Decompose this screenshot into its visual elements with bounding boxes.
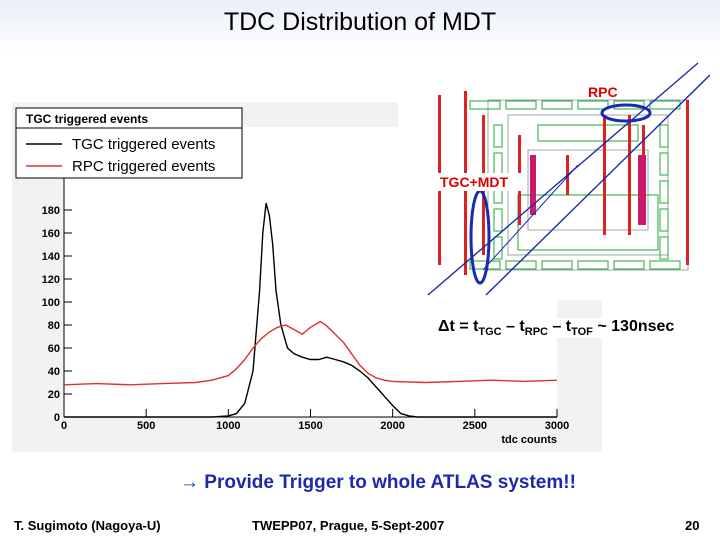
y-tick-label: 20 — [48, 389, 60, 401]
green-chamber — [493, 124, 503, 148]
green-chamber — [659, 236, 669, 260]
green-chamber — [659, 180, 669, 204]
x-axis-label: tdc counts — [501, 434, 557, 446]
y-tick-label: 60 — [48, 343, 60, 355]
muon-track — [485, 74, 710, 296]
delta-t-formula: Δt = tTGC – tRPC – tTOF ~ 130nsec — [438, 318, 675, 339]
green-chamber — [577, 260, 609, 270]
magenta-endcap — [530, 155, 536, 215]
y-tick-label: 80 — [48, 320, 60, 332]
formula-mid1: – t — [501, 318, 525, 335]
x-tick-label: 2000 — [380, 420, 404, 432]
green-chamber — [469, 100, 501, 110]
rpc-highlight-ellipse — [600, 103, 652, 123]
formula-suffix: ~ 130nsec — [592, 318, 675, 335]
green-chamber — [577, 100, 609, 110]
x-tick-label: 3000 — [545, 420, 569, 432]
red-tgc-bar — [686, 100, 689, 265]
red-tgc-bar — [603, 115, 606, 235]
green-chamber — [541, 100, 573, 110]
y-tick-label: 40 — [48, 366, 60, 378]
x-tick-label: 1500 — [298, 420, 322, 432]
formula-sub-tof: TOF — [571, 326, 593, 339]
tgc-mdt-label: TGC+MDT — [440, 174, 509, 190]
legend: TGC triggered events TGC triggered events… — [15, 107, 243, 179]
rpc-label: RPC — [588, 84, 618, 100]
chart-title: TGC triggered events — [26, 112, 148, 126]
green-chamber — [537, 124, 639, 142]
formula-sub-tgc: TGC — [478, 326, 502, 339]
formula-prefix: Δt = t — [438, 318, 479, 335]
legend-label: TGC triggered events — [72, 136, 215, 153]
y-tick-label: 100 — [42, 297, 60, 309]
series-line-tgc — [64, 202, 557, 418]
green-chamber — [541, 260, 573, 270]
y-tick-label: 160 — [42, 228, 60, 240]
slide-title: TDC Distribution of MDT — [223, 8, 497, 36]
green-chamber — [659, 208, 669, 232]
red-tgc-bar — [628, 115, 631, 235]
green-chamber — [493, 236, 503, 260]
footer-page-number: 20 — [685, 518, 700, 533]
green-chamber — [613, 260, 645, 270]
y-tick-label: 0 — [54, 412, 60, 424]
x-tick-label: 2500 — [463, 420, 487, 432]
tgc-mdt-label-bg — [438, 173, 522, 191]
x-tick-label: 1000 — [216, 420, 240, 432]
conclusion-text: Provide Trigger to whole ATLAS system!! — [204, 472, 576, 493]
inner-chamber — [527, 149, 649, 231]
y-tick-label: 120 — [42, 274, 60, 286]
title-bar — [0, 0, 720, 52]
green-chamber — [505, 100, 537, 110]
green-chamber — [493, 208, 503, 232]
muon-track — [482, 164, 579, 271]
formula-sub-rpc: RPC — [524, 326, 548, 339]
green-chamber — [659, 152, 669, 176]
series-line-rpc — [63, 320, 558, 386]
magenta-endcap — [638, 155, 646, 225]
footer-author: T. Sugimoto (Nagoya-U) — [14, 518, 161, 533]
green-chamber — [649, 260, 681, 270]
legend-label: RPC triggered events — [72, 158, 215, 175]
conclusion-line: → Provide Trigger to whole ATLAS system!… — [180, 472, 576, 494]
arrow-icon: → — [180, 472, 199, 493]
x-tick-label: 0 — [61, 420, 67, 432]
formula-mid2: – t — [547, 318, 572, 335]
y-tick-label: 180 — [42, 205, 60, 217]
footer-conference: TWEPP07, Prague, 5-Sept-2007 — [252, 518, 445, 533]
green-chamber — [659, 124, 669, 148]
x-tick-label: 500 — [137, 420, 155, 432]
detector-diagram: RPC TGC+MDT — [398, 55, 710, 300]
y-tick-label: 140 — [42, 251, 60, 263]
